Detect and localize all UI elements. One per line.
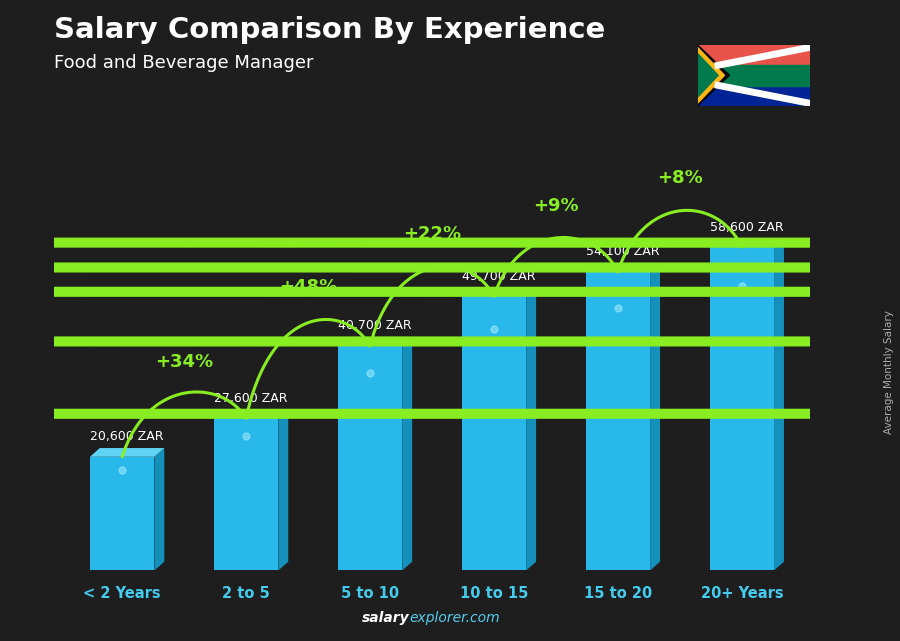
Polygon shape [0, 238, 900, 247]
Polygon shape [338, 337, 412, 346]
Polygon shape [709, 238, 784, 247]
Text: Average Monthly Salary: Average Monthly Salary [884, 310, 894, 434]
Polygon shape [698, 45, 729, 106]
Text: Salary Comparison By Experience: Salary Comparison By Experience [54, 16, 605, 44]
Text: +34%: +34% [155, 353, 213, 371]
Polygon shape [0, 410, 900, 418]
Text: +22%: +22% [403, 225, 461, 243]
Text: 58,600 ZAR: 58,600 ZAR [710, 221, 784, 233]
Text: Food and Beverage Manager: Food and Beverage Manager [54, 54, 313, 72]
Text: explorer.com: explorer.com [410, 611, 500, 625]
Polygon shape [650, 263, 660, 570]
Polygon shape [698, 47, 724, 103]
Text: 49,700 ZAR: 49,700 ZAR [463, 270, 536, 283]
Bar [462, 296, 526, 570]
Text: 20,600 ZAR: 20,600 ZAR [90, 430, 164, 444]
Polygon shape [0, 263, 900, 272]
Polygon shape [214, 410, 288, 418]
Polygon shape [0, 287, 900, 296]
Text: +9%: +9% [533, 197, 579, 215]
Bar [338, 346, 402, 570]
Text: 27,600 ZAR: 27,600 ZAR [214, 392, 288, 404]
Text: salary: salary [362, 611, 410, 625]
Bar [90, 457, 155, 570]
Bar [709, 247, 774, 570]
Text: +8%: +8% [657, 169, 703, 187]
Polygon shape [774, 238, 784, 570]
Bar [698, 45, 810, 75]
Polygon shape [698, 53, 718, 97]
Text: 40,700 ZAR: 40,700 ZAR [338, 319, 412, 332]
Bar [698, 75, 810, 106]
Polygon shape [526, 287, 536, 570]
Bar [214, 418, 278, 570]
Polygon shape [0, 337, 900, 346]
Text: 54,100 ZAR: 54,100 ZAR [586, 246, 660, 258]
Polygon shape [462, 287, 536, 296]
Polygon shape [155, 448, 165, 570]
Polygon shape [402, 337, 412, 570]
Polygon shape [90, 448, 165, 457]
Text: +48%: +48% [279, 278, 338, 296]
Bar [698, 65, 810, 86]
Polygon shape [586, 263, 660, 272]
Polygon shape [278, 410, 288, 570]
Bar [586, 272, 650, 570]
